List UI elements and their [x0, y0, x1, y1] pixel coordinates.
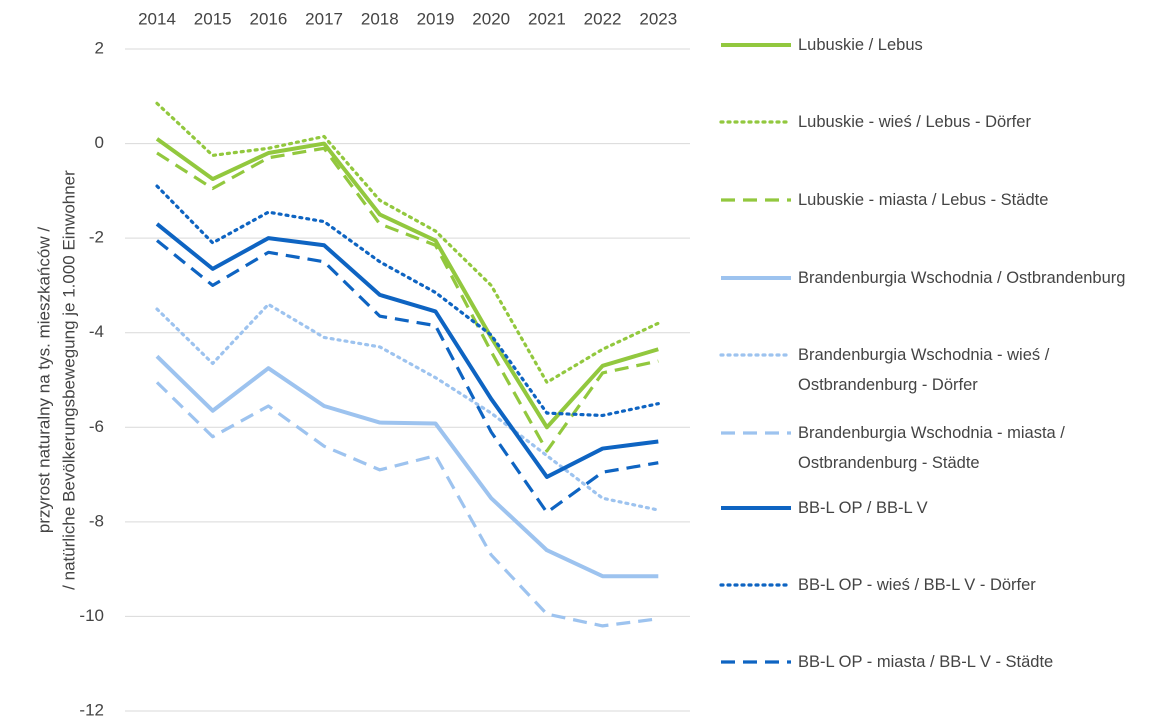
legend-swatch: [721, 276, 791, 280]
legend-item: Brandenburgia Wschodnia - miasta / Ostbr…: [718, 418, 1150, 478]
legend-swatch: [719, 583, 792, 587]
legend-item: Lubuskie - wieś / Lebus - Dörfer: [718, 107, 1150, 137]
y-tick-label: -10: [79, 606, 104, 625]
x-tick-label: 2014: [138, 9, 176, 28]
y-tick-label: 2: [95, 38, 104, 57]
series-line: [155, 222, 659, 479]
x-tick-label: 2022: [584, 9, 622, 28]
legend-label: Brandenburgia Wschodnia - wieś / Ostbran…: [798, 346, 1050, 394]
legend-label: BB-L OP - wieś / BB-L V - Dörfer: [798, 576, 1036, 594]
series-line: [155, 137, 659, 430]
legend-swatch: [721, 43, 791, 47]
legend-swatch: [721, 506, 791, 510]
series-line: [155, 239, 659, 514]
x-tick-label: 2017: [305, 9, 343, 28]
y-tick-label: 0: [95, 133, 104, 152]
legend-swatch: [721, 660, 791, 664]
series-line: [155, 354, 659, 579]
x-tick-label: 2020: [472, 9, 510, 28]
y-tick-label: -12: [79, 700, 104, 719]
x-tick-label: 2015: [194, 9, 232, 28]
legend-label: Lubuskie - miasta / Lebus - Städte: [798, 191, 1049, 209]
legend-item: Brandenburgia Wschodnia - wieś / Ostbran…: [718, 340, 1150, 400]
series-line: [155, 101, 660, 384]
legend-item: Brandenburgia Wschodnia / Ostbrandenburg: [718, 263, 1150, 293]
chart: przyrost naturalny na tys. mieszkańców /…: [34, 9, 690, 719]
series-line: [155, 184, 660, 418]
series-line: [155, 302, 660, 512]
y-tick-label: -6: [89, 417, 104, 436]
x-tick-label: 2016: [249, 9, 287, 28]
y-axis-title: przyrost naturalny na tys. mieszkańców /: [34, 227, 53, 533]
legend-item: BB-L OP - miasta / BB-L V - Städte: [718, 647, 1150, 677]
x-tick-label: 2023: [639, 9, 677, 28]
series-line: [155, 381, 659, 628]
legend-item: BB-L OP - wieś / BB-L V - Dörfer: [718, 570, 1150, 600]
legend-item: Lubuskie / Lebus: [718, 30, 1150, 60]
y-axis-title: / natürliche Bevölkerungsbewegung je 1.0…: [59, 170, 78, 590]
legend-item: BB-L OP / BB-L V: [718, 493, 1150, 523]
legend-item: Lubuskie - miasta / Lebus - Städte: [718, 185, 1150, 215]
legend-label: Brandenburgia Wschodnia / Ostbrandenburg: [798, 269, 1126, 287]
legend-swatch: [721, 431, 791, 435]
legend-swatch: [719, 353, 792, 357]
legend-label: BB-L OP - miasta / BB-L V - Städte: [798, 653, 1054, 671]
y-tick-label: -4: [89, 322, 104, 341]
x-tick-label: 2019: [417, 9, 455, 28]
legend-label: Lubuskie / Lebus: [798, 36, 923, 54]
x-tick-label: 2021: [528, 9, 566, 28]
legend-label: BB-L OP / BB-L V: [798, 499, 928, 517]
legend-label: Brandenburgia Wschodnia - miasta / Ostbr…: [798, 424, 1065, 472]
series-line: [156, 146, 659, 453]
y-tick-label: -2: [89, 228, 104, 247]
y-tick-label: -8: [89, 511, 104, 530]
legend-label: Lubuskie - wieś / Lebus - Dörfer: [798, 113, 1031, 131]
legend-swatch: [721, 198, 791, 202]
legend-swatch: [719, 120, 792, 124]
x-tick-label: 2018: [361, 9, 399, 28]
